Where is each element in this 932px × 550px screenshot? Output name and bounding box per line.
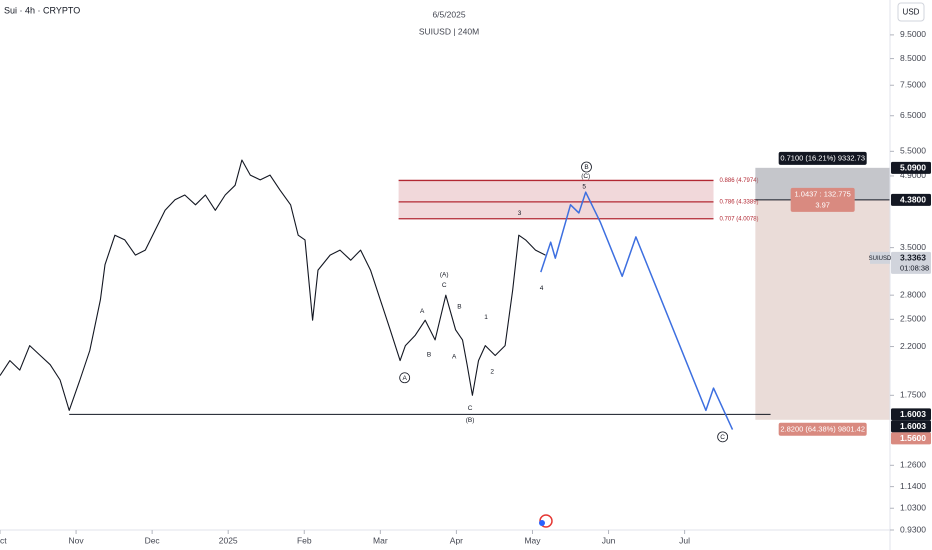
y-tick-label: 3.5000 xyxy=(900,242,926,252)
wave-circle xyxy=(717,431,729,443)
x-tick-label: Jun xyxy=(602,535,616,545)
price-tag-label: 4.3800 xyxy=(900,195,926,205)
instrument: SUIUSD | 240M xyxy=(419,26,479,36)
price-tag-label: 5.0900 xyxy=(900,163,926,173)
qty-label: 3.97 xyxy=(815,200,830,209)
date: 6/5/2025 xyxy=(432,9,465,19)
symbol-tag-label: SUIUSD xyxy=(869,256,892,262)
x-tick-label: Mar xyxy=(373,535,388,545)
ratio-label: 1.0437 : 132.775 xyxy=(795,189,851,198)
ratio-box xyxy=(790,187,855,212)
y-tick-label: 2.5000 xyxy=(900,314,926,324)
x-tick-label: Feb xyxy=(297,535,312,545)
wave-label: 4 xyxy=(540,285,544,292)
target-label: 2.8200 (64.38%) 9801.42 xyxy=(780,424,865,433)
wave-label: C xyxy=(720,434,725,441)
price-tag-label: 1.6003 xyxy=(900,421,926,431)
fib-label: 0.886 (4.7974) xyxy=(720,178,759,184)
x-tick-label: Apr xyxy=(450,535,463,545)
currency: USD xyxy=(903,8,920,17)
stop-label: 0.7100 (16.21%) 9332.73 xyxy=(780,153,865,162)
fib-label: 0.786 (4.3389) xyxy=(720,199,759,205)
wave-label: C xyxy=(442,282,447,289)
price-line xyxy=(540,191,734,430)
target-label-box xyxy=(778,422,867,436)
price-tag xyxy=(891,161,931,174)
y-tick-label: 1.7500 xyxy=(900,390,926,400)
wave-label: (A) xyxy=(440,271,449,278)
y-tick-label: 2.8000 xyxy=(900,289,926,299)
wave-label: B xyxy=(427,352,431,359)
x-tick-label: 2025 xyxy=(219,535,238,545)
wave-label: B xyxy=(457,303,461,310)
wave-label: 5 xyxy=(582,183,586,190)
wave-circle xyxy=(581,161,592,173)
plot-area: 0.886 (4.7974) 0.786 (4.3389) 0.707 (4.007… xyxy=(0,151,890,443)
target-zone xyxy=(755,199,890,420)
price-tag xyxy=(891,193,931,206)
x-tick-label: Jul xyxy=(679,535,690,545)
y-tick-label: 2.2000 xyxy=(900,341,926,351)
wave-label: C xyxy=(468,405,473,412)
x-tick-label: May xyxy=(524,535,541,545)
price-tag xyxy=(891,251,931,274)
wave-label: (B) xyxy=(466,417,475,424)
wave-label: A xyxy=(420,308,425,315)
price-tag xyxy=(891,420,931,433)
wave-label: A xyxy=(403,375,408,382)
wave-label: 3 xyxy=(518,210,522,217)
wave-label: A xyxy=(452,354,457,361)
currency-box[interactable] xyxy=(897,2,925,22)
x-tick-label: Dec xyxy=(145,535,161,545)
y-tick-label: 1.1400 xyxy=(900,481,926,491)
stop-label-box xyxy=(778,151,867,165)
y-tick-label: 8.5000 xyxy=(900,53,926,63)
wave-circle xyxy=(399,372,411,384)
fib-zone xyxy=(398,180,714,219)
y-tick-label: 0.9300 xyxy=(900,524,926,534)
price-tag xyxy=(891,408,931,421)
y-tick-label: 4.9000 xyxy=(900,170,926,180)
wave-label: 2 xyxy=(490,368,494,375)
y-tick-label: 1.0300 xyxy=(900,502,926,512)
price-tag-label: 1.5600 xyxy=(900,433,926,443)
countdown: 01:08:38 xyxy=(900,263,929,272)
y-tick-label: 9.5000 xyxy=(900,29,926,39)
symbol-tag xyxy=(870,251,890,264)
price-line xyxy=(0,159,546,411)
logo xyxy=(539,514,553,528)
price-tag-label: 3.3363 xyxy=(900,253,926,263)
fib-label: 0.707 (4.0078) xyxy=(720,216,759,222)
y-tick-label: 7.5000 xyxy=(900,79,926,89)
price-tag-label: 1.6003 xyxy=(900,409,926,419)
wave-label: (C) xyxy=(581,173,590,180)
wave-label: 1 xyxy=(484,314,488,321)
wave-label: B xyxy=(584,164,588,171)
y-tick-label: 5.5000 xyxy=(900,146,926,156)
symbol-title: Sui · 4h · CRYPTO xyxy=(4,5,80,15)
y-tick-label: 6.5000 xyxy=(900,110,926,120)
x-tick-label: Oct xyxy=(0,535,7,545)
y-tick-label: 1.2600 xyxy=(900,460,926,470)
x-tick-label: Nov xyxy=(69,535,85,545)
price-tag xyxy=(891,432,931,445)
